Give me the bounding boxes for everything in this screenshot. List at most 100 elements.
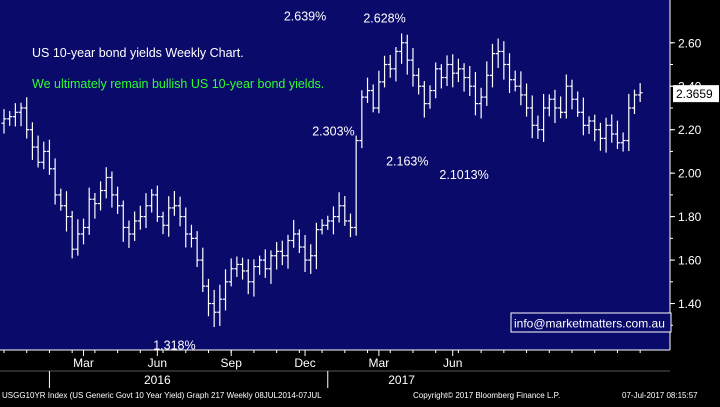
ohlc-bar xyxy=(489,43,495,88)
ohlc-bar xyxy=(211,289,217,328)
ohlc-bar xyxy=(228,258,234,287)
x-tick-label: Jun xyxy=(148,356,167,370)
ohlc-bar xyxy=(251,259,257,297)
ohlc-bar xyxy=(569,79,575,110)
ohlc-bar xyxy=(126,220,132,248)
annotations: 2.639% 2.628% 2.303% 2.163% 2.1013% 1.318% xyxy=(153,9,489,352)
ohlc-bar xyxy=(132,211,138,241)
x-tick-label: Dec xyxy=(294,356,315,370)
ohlc-bar xyxy=(262,249,268,278)
ohlc-bar xyxy=(217,284,223,326)
year-label: 2016 xyxy=(144,373,171,387)
ohlc-bar xyxy=(546,94,552,117)
ohlc-bar xyxy=(637,83,643,102)
ohlc-bar xyxy=(438,64,444,89)
ohlc-bar xyxy=(353,135,359,236)
ohlc-bar xyxy=(46,139,52,175)
ohlc-bar xyxy=(524,83,530,117)
ohlc-bar xyxy=(512,70,518,92)
y-tick-label: 1.60 xyxy=(678,254,702,268)
ohlc-bar xyxy=(529,95,535,139)
last-value-tag: 2.3659 xyxy=(673,85,719,103)
annotation-label: 2.639% xyxy=(284,9,326,23)
ohlc-bar xyxy=(518,71,524,106)
ohlc-bar xyxy=(115,186,121,214)
ohlc-bar xyxy=(296,229,302,254)
ohlc-bar xyxy=(421,81,427,118)
year-label: 2017 xyxy=(388,373,415,387)
ohlc-bar xyxy=(450,54,456,88)
ohlc-bar xyxy=(325,215,331,230)
ohlc-series xyxy=(1,33,643,328)
ohlc-bar xyxy=(223,269,229,311)
ohlc-bar xyxy=(586,116,592,134)
ohlc-bar xyxy=(541,94,547,142)
ohlc-bar xyxy=(614,120,620,150)
ohlc-bar xyxy=(455,58,461,83)
ohlc-bar xyxy=(200,247,206,292)
ohlc-bar xyxy=(467,65,473,96)
y-tick-label: 2.60 xyxy=(678,36,702,50)
ohlc-bar xyxy=(302,235,308,273)
ohlc-bar xyxy=(382,55,388,88)
watermark-box: info@marketmatters.com.au xyxy=(510,312,672,333)
annotation-label: 2.1013% xyxy=(439,168,488,182)
footer-mid: Copyright© 2017 Bloomberg Finance L.P. xyxy=(413,391,560,400)
y-tick-label: 1.40 xyxy=(678,297,702,311)
ohlc-bar xyxy=(98,181,104,211)
ohlc-bar xyxy=(137,205,143,230)
ohlc-bar xyxy=(52,158,58,205)
y-tick-label: 2.00 xyxy=(678,167,702,181)
annotation-label: 1.318% xyxy=(153,338,195,352)
ohlc-bar xyxy=(268,250,274,284)
ohlc-bar xyxy=(194,231,200,267)
y-tick-label: 2.20 xyxy=(678,123,702,137)
ohlc-bar xyxy=(609,114,615,143)
ohlc-bar xyxy=(86,187,92,235)
x-tick-label: Mar xyxy=(369,356,390,370)
ohlc-bar xyxy=(427,85,433,109)
y-tick-label: 1.80 xyxy=(678,210,702,224)
ohlc-bar xyxy=(81,218,87,245)
ohlc-bar xyxy=(7,111,13,126)
ohlc-bar xyxy=(41,141,47,170)
ohlc-bar xyxy=(365,77,371,103)
ohlc-bar xyxy=(580,97,586,136)
x-tick-label: Mar xyxy=(73,356,94,370)
ohlc-bar xyxy=(69,210,75,259)
ohlc-bar xyxy=(478,87,484,119)
ohlc-bar xyxy=(103,167,109,199)
ohlc-bar xyxy=(160,211,166,235)
ohlc-bar xyxy=(63,191,69,232)
ohlc-bar xyxy=(319,219,325,235)
ohlc-bar xyxy=(330,206,336,235)
ohlc-bar xyxy=(501,41,507,80)
ohlc-bar xyxy=(171,191,177,216)
ohlc-bar xyxy=(376,70,382,114)
watermark-frame xyxy=(510,312,672,333)
ohlc-bar xyxy=(183,207,189,248)
ohlc-bar xyxy=(166,196,172,237)
ohlc-bar xyxy=(313,222,319,270)
last-value-background xyxy=(673,85,719,103)
chart-title: US 10-year bond yields Weekly Chart. xyxy=(32,46,244,60)
annotation-label: 2.628% xyxy=(363,12,405,26)
ohlc-bar xyxy=(342,196,348,226)
ohlc-bar xyxy=(24,97,30,139)
x-tick-label: Sep xyxy=(221,356,243,370)
ohlc-bar xyxy=(563,74,569,119)
x-tick-label: Jun xyxy=(443,356,462,370)
ohlc-bar xyxy=(603,117,609,153)
annotation-label: 2.163% xyxy=(386,155,428,169)
ohlc-bar xyxy=(387,54,393,78)
ohlc-bar xyxy=(143,193,149,229)
ohlc-bar xyxy=(484,61,490,106)
ohlc-bar xyxy=(35,135,41,168)
ohlc-bar xyxy=(149,189,155,213)
ohlc-bar xyxy=(308,244,314,274)
ohlc-bar xyxy=(507,53,513,94)
ohlc-bar xyxy=(205,278,211,317)
ohlc-bar xyxy=(240,257,246,280)
ohlc-bar xyxy=(399,33,405,64)
ohlc-bar xyxy=(558,96,564,119)
